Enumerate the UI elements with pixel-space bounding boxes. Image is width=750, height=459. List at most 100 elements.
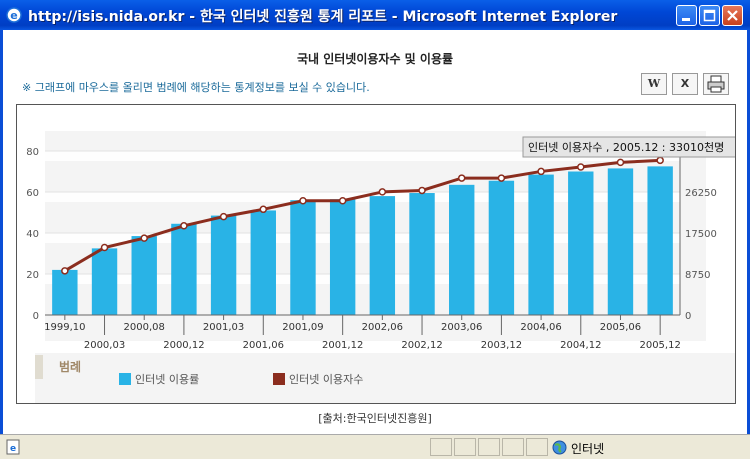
point-users (259, 205, 268, 214)
y-left-tick-label: 60 (26, 188, 39, 199)
bar-usage-rate (528, 174, 554, 315)
y-left-tick-label: 20 (26, 270, 39, 281)
point-users (338, 197, 347, 205)
bar-usage-rate (568, 171, 594, 315)
tooltip-text: 인터넷 이용자수 , 2005.12 : 33010천명 (528, 140, 724, 154)
y-left-tick-label: 40 (26, 229, 39, 240)
x-tick-label: 2003,12 (481, 340, 522, 351)
point-users (656, 156, 664, 165)
y-right-tick-label: 8750 (685, 270, 710, 281)
excel-export-button[interactable]: X (672, 73, 698, 95)
globe-icon (552, 440, 567, 455)
bar-usage-rate (329, 199, 356, 315)
word-export-button[interactable]: W (641, 73, 667, 95)
ie-logo-icon: e (6, 7, 22, 23)
usage-chart: 0 20 40 60 80 0 8750 17500 26250 1999,10 2000,03 2… (26, 131, 737, 403)
maximize-button[interactable] (699, 5, 720, 26)
x-tick-label: 2005,12 (639, 340, 680, 351)
point-users (616, 158, 625, 167)
svg-text:e: e (10, 9, 17, 22)
maximize-icon (703, 9, 716, 22)
bar-usage-rate (171, 223, 197, 315)
point-users (537, 167, 545, 176)
x-tick-label: 2001,03 (203, 322, 244, 333)
x-tick-label: 2000,03 (84, 340, 125, 351)
status-cell-4 (502, 438, 524, 456)
status-bar: e 인터넷 (0, 434, 750, 459)
point-users (61, 267, 69, 275)
word-icon: W (647, 77, 661, 90)
point-users (100, 243, 109, 252)
x-tick-label: 2003,06 (441, 322, 482, 333)
legend-swatch-users (273, 373, 285, 385)
x-tick-label: 2002,06 (362, 322, 403, 333)
legend-title: 범례 (59, 359, 81, 374)
close-icon (727, 10, 738, 21)
print-button[interactable] (703, 73, 729, 95)
point-users (219, 212, 228, 221)
point-users (299, 197, 307, 205)
bar-usage-rate (607, 168, 634, 315)
bar-usage-rate (647, 166, 673, 315)
security-zone-label: 인터넷 (571, 442, 605, 456)
hover-notice: ※ 그래프에 마우스를 올리면 범례에 해당하는 통계정보를 보실 수 있습니다… (22, 81, 370, 94)
chart-tooltip: 인터넷 이용자수 , 2005.12 : 33010천명 (522, 136, 737, 158)
point-users (457, 174, 466, 182)
bar-usage-rate (488, 180, 515, 315)
bar-usage-rate (131, 236, 157, 315)
y-right-tick-label: 17500 (685, 229, 717, 240)
y-right-tick-label: 26250 (685, 188, 717, 199)
chart-panel: 0 20 40 60 80 0 8750 17500 26250 1999,10 2000,03 2… (16, 104, 737, 404)
x-tick-label: 2001,06 (243, 340, 284, 351)
x-tick-label: 2000,12 (163, 340, 204, 351)
bar-usage-rate (449, 184, 475, 315)
close-button[interactable] (722, 5, 743, 26)
status-cell-2 (454, 438, 476, 456)
status-cell-5 (526, 438, 548, 456)
point-users (497, 174, 506, 182)
y-left-tick-label: 80 (26, 147, 39, 158)
y-left-tick-label: 0 (33, 311, 39, 322)
grid-band (45, 151, 680, 161)
bar-usage-rate (369, 196, 396, 315)
bar-usage-rate (290, 200, 316, 315)
bar-usage-rate (250, 210, 276, 315)
x-tick-label: 2000,08 (124, 322, 165, 333)
page-title: 국내 인터넷이용자수 및 이용률 (296, 52, 454, 66)
bar-usage-rate (91, 248, 118, 315)
x-tick-label: 2005,06 (600, 322, 641, 333)
minimize-icon (682, 18, 690, 21)
x-tick-label: 1999,10 (44, 322, 85, 333)
bar-usage-rate (210, 215, 237, 315)
status-cell-3 (478, 438, 500, 456)
grid-band (45, 233, 680, 243)
legend-item-users[interactable]: 인터넷 이용자수 (273, 373, 363, 386)
minimize-button[interactable] (676, 5, 697, 26)
status-cell-1 (430, 438, 452, 456)
bar-usage-rate (409, 193, 435, 315)
bar-usage-rate (52, 269, 78, 315)
point-users (180, 222, 188, 230)
x-tick-label: 2004,12 (560, 340, 601, 351)
legend-label-users: 인터넷 이용자수 (289, 373, 363, 386)
x-tick-label: 2002,12 (401, 340, 442, 351)
source-caption: [출처:한국인터넷진흥원] (318, 412, 432, 425)
printer-icon (707, 75, 725, 93)
x-tick-label: 2004,06 (520, 322, 561, 333)
y-right-tick-label: 0 (685, 311, 691, 322)
legend-item-usage-rate[interactable]: 인터넷 이용률 (119, 373, 199, 386)
point-users (577, 163, 585, 171)
point-users (378, 188, 387, 196)
line-users (64, 158, 661, 273)
grid-band (45, 274, 680, 284)
point-users (418, 186, 426, 195)
legend-swatch-rate (119, 373, 131, 385)
x-tick-label: 2001,12 (322, 340, 363, 351)
svg-text:e: e (10, 444, 16, 454)
legend-label-rate: 인터넷 이용률 (135, 373, 199, 386)
window-titlebar[interactable]: e http://isis.nida.or.kr - 한국 인터넷 진흥원 통계… (0, 0, 750, 30)
excel-icon: X (680, 77, 690, 90)
x-tick-label: 2001,09 (282, 322, 323, 333)
legend-area (35, 353, 735, 403)
window-title: http://isis.nida.or.kr - 한국 인터넷 진흥원 통계 리… (28, 9, 618, 25)
